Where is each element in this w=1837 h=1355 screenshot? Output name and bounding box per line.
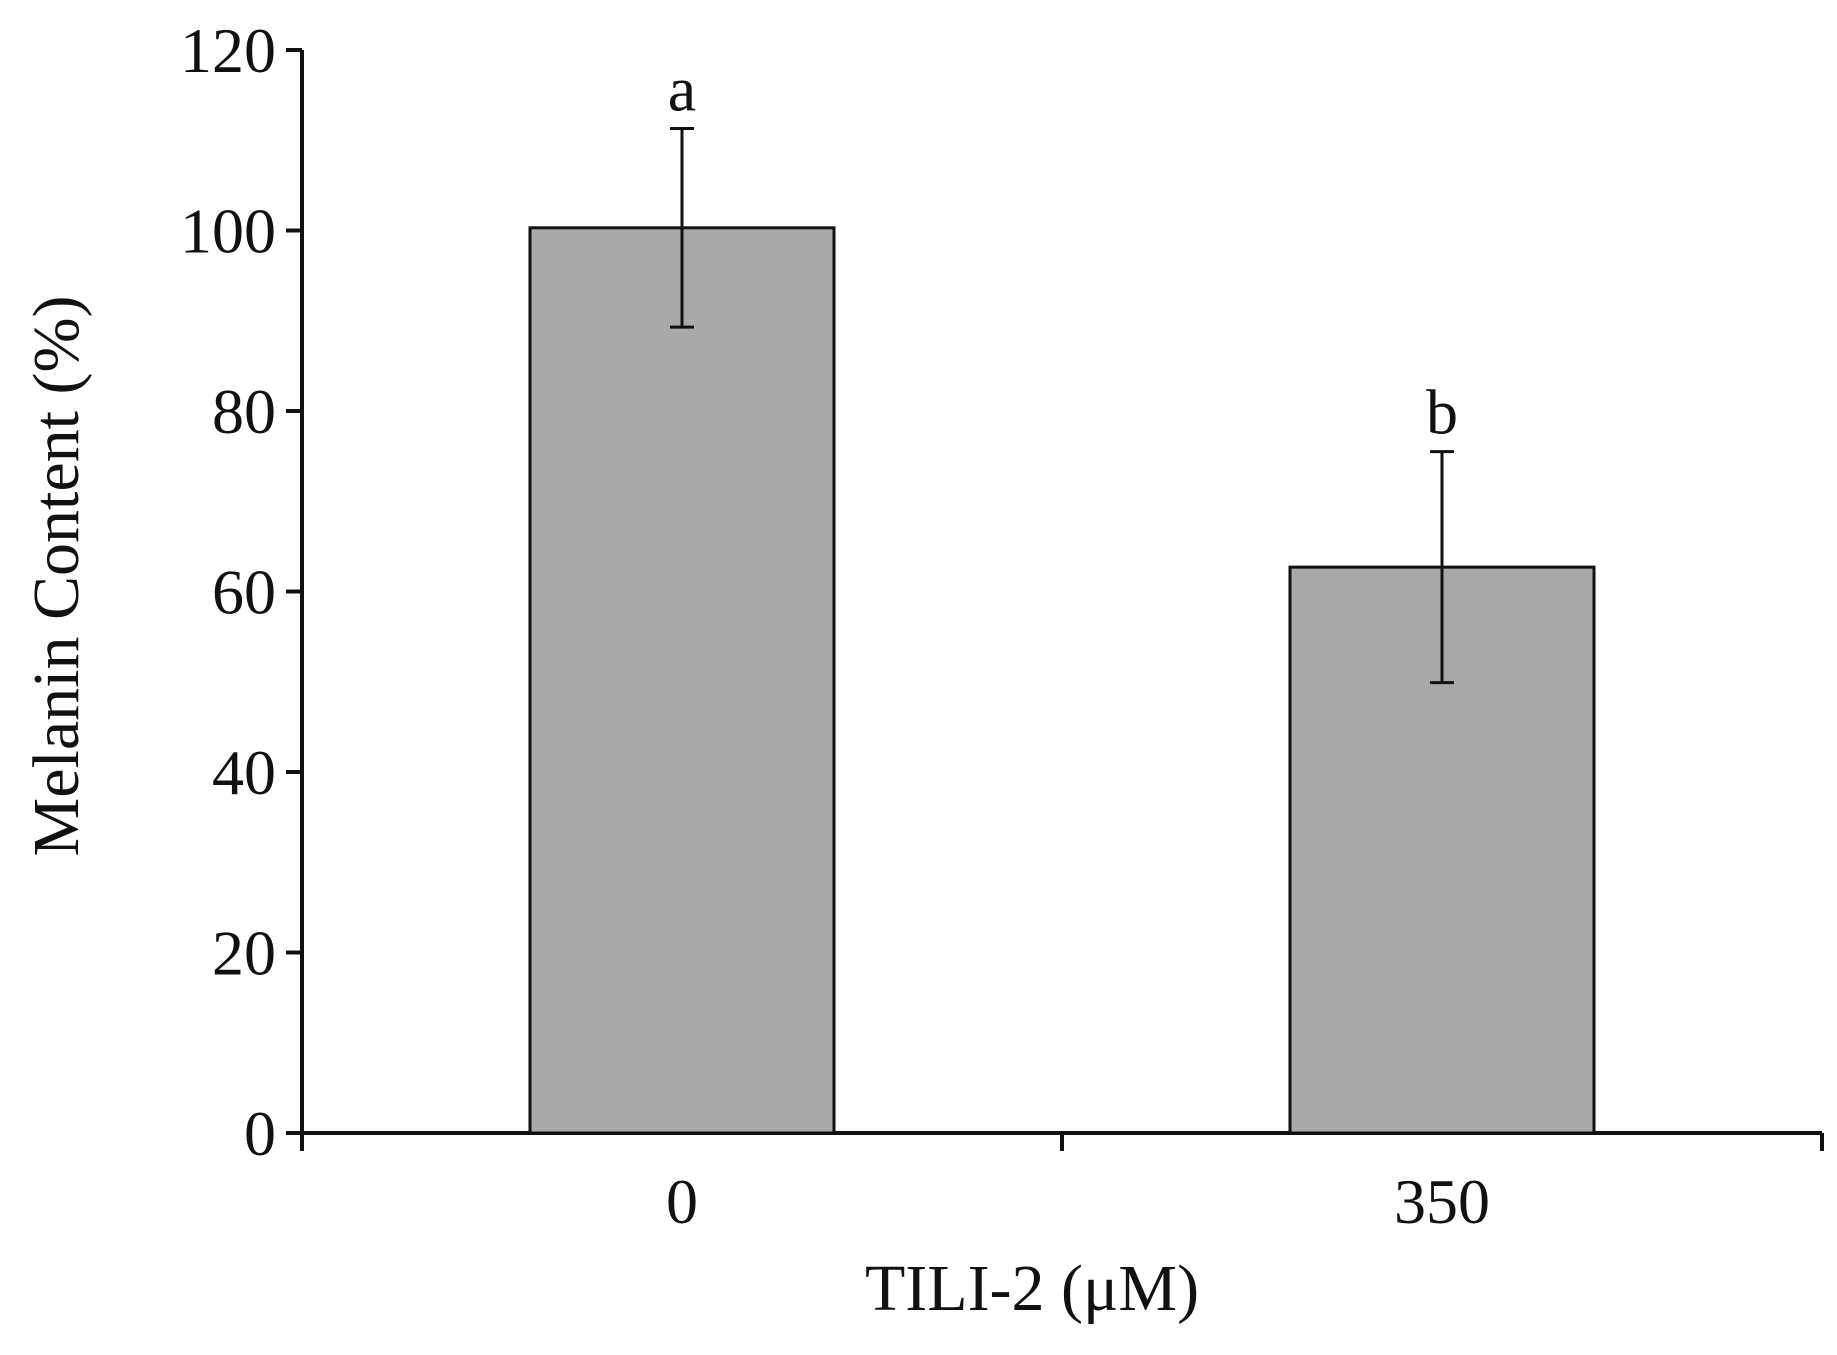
x-axis-title: TILI-2 (μM)	[865, 1252, 1199, 1325]
x-tick-label: 350	[1394, 1166, 1490, 1237]
y-tick-label: 100	[180, 196, 276, 267]
y-tick-label: 120	[180, 15, 276, 86]
y-tick-label: 0	[244, 1098, 276, 1169]
significance-label: a	[668, 54, 696, 125]
bar	[528, 226, 836, 1135]
y-axis-title: Melanin Content (%)	[20, 296, 93, 857]
plot-area: 0 20 40 60 80 100 120 a 0 b 350	[180, 15, 1824, 1237]
y-tick-label: 40	[212, 737, 276, 808]
x-tick-label: 0	[666, 1166, 698, 1237]
y-tick-label: 60	[212, 557, 276, 628]
y-tick-label: 80	[212, 376, 276, 447]
y-tick-label: 20	[212, 918, 276, 989]
significance-label: b	[1426, 377, 1458, 448]
